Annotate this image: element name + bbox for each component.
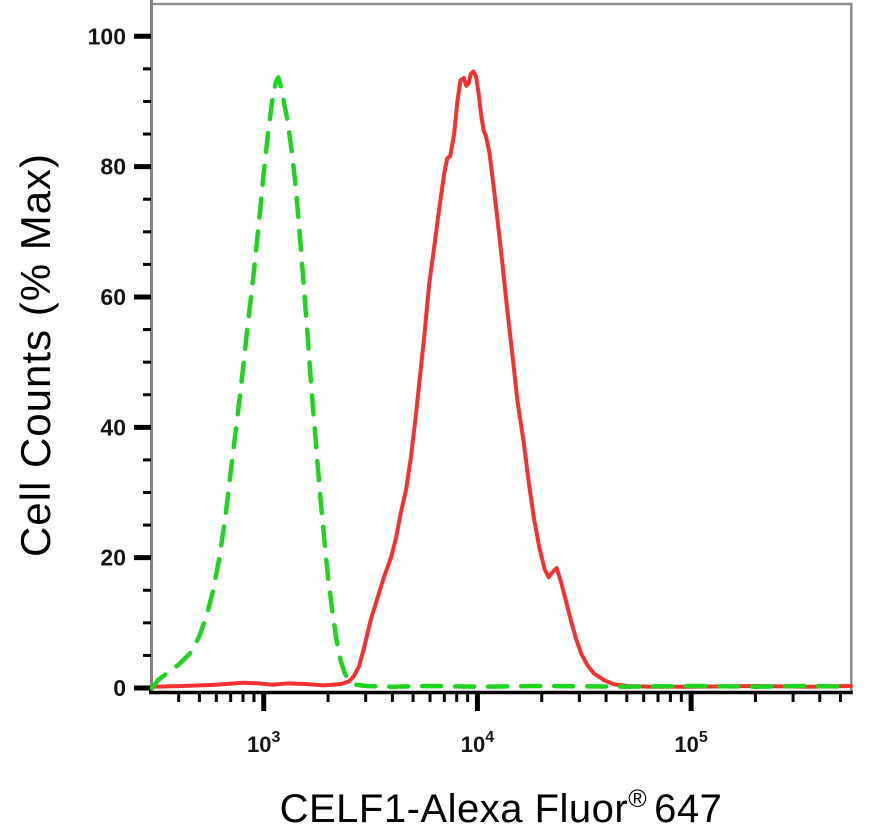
x-axis-title-prefix: CELF1-Alexa Fluor <box>280 787 629 831</box>
x-axis-title: CELF1-Alexa Fluor® 647 <box>280 785 723 831</box>
x-tick-label: 103 <box>247 729 280 757</box>
y-axis-title: Cell Counts (% Max) <box>12 153 59 557</box>
axis-ticks <box>134 33 842 711</box>
curve-celf1-alexa647-stained <box>150 69 853 689</box>
x-tick-label: 105 <box>674 729 707 757</box>
x-axis-title-suffix: 647 <box>654 787 722 831</box>
curve-negative-control-unstained <box>149 75 854 691</box>
registered-trademark-symbol: ® <box>628 785 647 813</box>
y-tick-label: 80 <box>100 154 126 180</box>
y-tick-label: 40 <box>100 414 126 440</box>
x-tick-label: 104 <box>461 729 494 757</box>
y-tick-label: 0 <box>113 675 126 701</box>
y-tick-label: 20 <box>100 545 126 571</box>
axis-tick-labels: 103 104 105 0 20 40 60 80 100 <box>88 23 708 757</box>
histogram-curves <box>149 69 854 691</box>
y-tick-label: 100 <box>88 23 126 49</box>
y-tick-label: 60 <box>100 284 126 310</box>
